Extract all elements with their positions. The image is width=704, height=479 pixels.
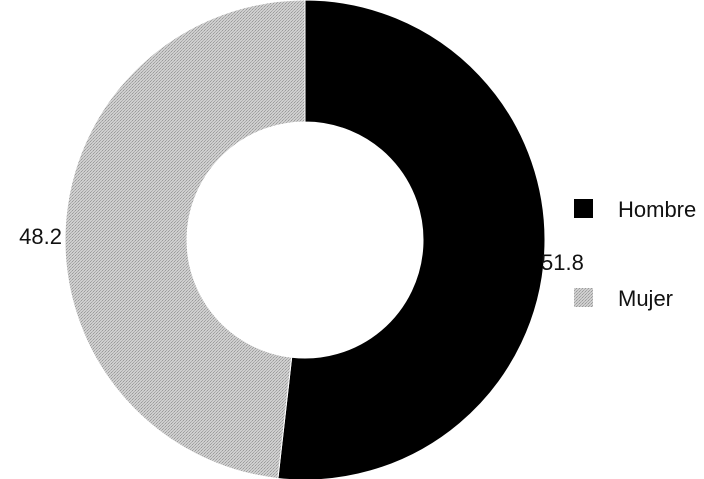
legend-swatch-hombre <box>574 199 593 218</box>
legend: Hombre Mujer <box>574 197 696 311</box>
slice-hombre <box>277 0 546 479</box>
data-label-mujer: 48.2 <box>19 224 62 249</box>
legend-label-mujer: Mujer <box>618 286 673 311</box>
donut-slices <box>64 0 546 479</box>
legend-swatch-mujer <box>574 288 593 307</box>
slice-mujer <box>64 0 306 479</box>
data-label-hombre: 51.8 <box>541 250 584 275</box>
data-labels: 51.8 48.2 <box>19 224 584 275</box>
legend-label-hombre: Hombre <box>618 197 696 222</box>
